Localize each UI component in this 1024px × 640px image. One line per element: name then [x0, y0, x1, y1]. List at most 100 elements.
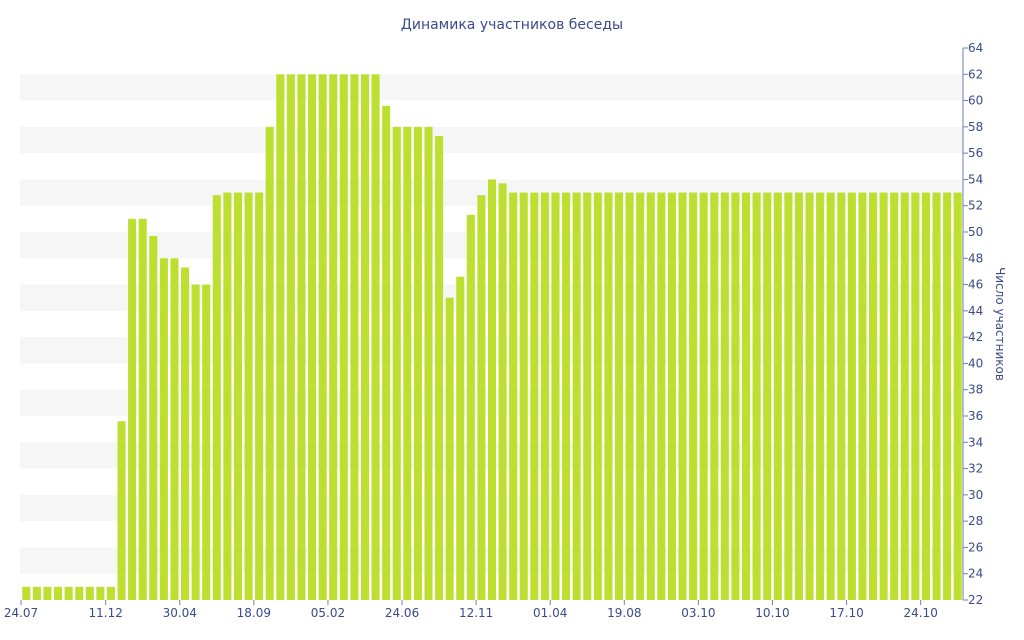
- bar: [646, 192, 655, 600]
- y-axis-ticks: 22 24 26 28 30 32 34 36 38 40 42 44 46 48 50 52 54 56 58 60…: [963, 41, 983, 607]
- bar: [498, 183, 507, 600]
- bar: [75, 586, 84, 600]
- bar: [43, 586, 52, 600]
- bar: [96, 586, 105, 600]
- bar: [424, 126, 433, 601]
- bar: [329, 74, 338, 601]
- bar: [805, 192, 814, 600]
- bar: [826, 192, 835, 600]
- y-tick-label: 58: [968, 120, 983, 134]
- grid-band: [20, 74, 963, 101]
- bar: [794, 192, 803, 600]
- y-tick-label: 32: [968, 462, 983, 476]
- bar: [276, 74, 285, 601]
- bar: [297, 74, 306, 601]
- y-tick-label: 42: [968, 330, 983, 344]
- bar: [530, 192, 539, 600]
- bar: [763, 192, 772, 600]
- bar: [625, 192, 634, 600]
- bar: [106, 586, 115, 600]
- bar: [784, 192, 793, 600]
- bar: [583, 192, 592, 600]
- x-tick-label: 11.12: [88, 606, 122, 620]
- bar: [403, 126, 412, 601]
- bar: [509, 192, 518, 600]
- y-tick-label: 40: [968, 356, 983, 370]
- bar: [149, 235, 158, 600]
- x-tick-label: 17.10: [829, 606, 863, 620]
- bar: [138, 218, 147, 601]
- bar: [911, 192, 920, 600]
- y-tick-label: 52: [968, 199, 983, 213]
- x-tick-label: 10.10: [755, 606, 789, 620]
- bar: [572, 192, 581, 600]
- x-tick-label: 01.04: [533, 606, 567, 620]
- bar: [413, 126, 422, 601]
- bar: [371, 74, 380, 601]
- bar: [202, 284, 211, 600]
- y-tick-label: 54: [968, 172, 983, 186]
- bar: [308, 74, 317, 601]
- bar: [350, 74, 359, 601]
- bar: [879, 192, 888, 600]
- bar: [953, 192, 962, 600]
- bar: [244, 192, 253, 600]
- bar: [22, 586, 31, 600]
- y-tick-label: 30: [968, 488, 983, 502]
- bar: [604, 192, 613, 600]
- y-tick-label: 36: [968, 409, 983, 423]
- bar: [318, 74, 327, 601]
- bar: [456, 276, 465, 600]
- bar: [392, 126, 401, 601]
- bar: [773, 192, 782, 600]
- bar: [551, 192, 560, 600]
- bar: [265, 126, 274, 601]
- x-tick-label: 30.04: [163, 606, 197, 620]
- bar: [720, 192, 729, 600]
- bar: [54, 586, 63, 600]
- bar: [731, 192, 740, 600]
- bar: [869, 192, 878, 600]
- bar: [128, 218, 137, 601]
- x-tick-label: 05.02: [311, 606, 345, 620]
- y-tick-label: 48: [968, 251, 983, 265]
- bar: [233, 192, 242, 600]
- y-tick-label: 64: [968, 41, 983, 55]
- bar: [32, 586, 41, 600]
- x-tick-label: 18.09: [237, 606, 271, 620]
- x-tick-label: 24.06: [385, 606, 419, 620]
- bar: [699, 192, 708, 600]
- bar: [593, 192, 602, 600]
- x-tick-label: 24.10: [903, 606, 937, 620]
- bars: [22, 74, 962, 601]
- bar: [932, 192, 941, 600]
- bar: [64, 586, 73, 600]
- bar: [85, 586, 94, 600]
- bar: [159, 258, 168, 600]
- y-tick-label: 22: [968, 593, 983, 607]
- bar: [943, 192, 952, 600]
- bar: [487, 179, 497, 600]
- bar: [752, 192, 761, 600]
- y-tick-label: 38: [968, 383, 983, 397]
- y-tick-label: 56: [968, 146, 983, 160]
- bar: [117, 421, 126, 600]
- bar: [921, 192, 930, 600]
- bar: [435, 136, 444, 600]
- bar: [614, 192, 624, 600]
- bar: [382, 105, 391, 600]
- bar: [191, 284, 200, 600]
- bar: [181, 267, 190, 600]
- y-axis-label: Число участников: [993, 267, 1007, 381]
- chart-title: Динамика участников беседы: [401, 17, 623, 33]
- y-tick-label: 24: [968, 567, 983, 581]
- x-tick-label: 24.07: [4, 606, 38, 620]
- bar: [519, 192, 528, 600]
- y-tick-label: 44: [968, 304, 983, 318]
- bar: [847, 192, 856, 600]
- bar: [212, 195, 221, 600]
- bar: [540, 192, 549, 600]
- bar: [900, 192, 909, 600]
- bar: [255, 192, 264, 600]
